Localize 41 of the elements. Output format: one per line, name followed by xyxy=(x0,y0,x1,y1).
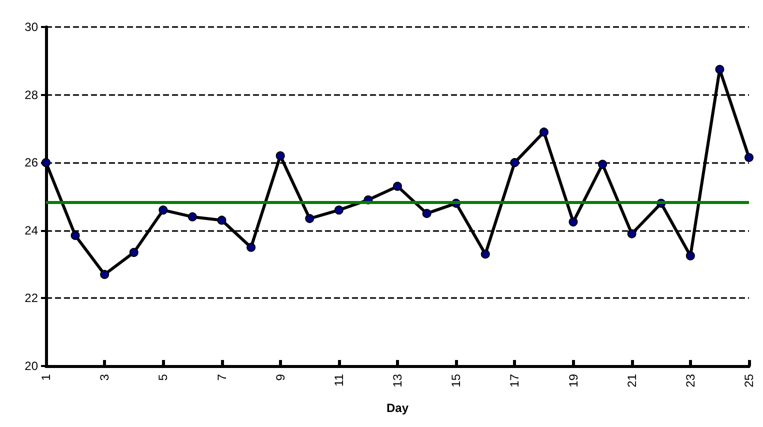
point xyxy=(744,153,754,162)
x-tick-label: 9 xyxy=(273,374,288,381)
y-tick-label: 20 xyxy=(24,359,38,373)
point xyxy=(510,158,520,168)
y-tick-label: 22 xyxy=(24,291,38,306)
x-axis-title: Day xyxy=(386,401,409,415)
point xyxy=(246,242,256,252)
point xyxy=(715,64,724,74)
point xyxy=(568,217,578,226)
x-tick-label: 11 xyxy=(332,374,346,386)
point xyxy=(422,208,432,218)
point xyxy=(393,182,402,191)
point xyxy=(539,128,548,137)
point xyxy=(70,230,80,240)
point xyxy=(627,229,636,238)
x-tick-label: 13 xyxy=(390,374,404,388)
x-tick-label: 1 xyxy=(39,374,53,381)
x-tick-label: 15 xyxy=(449,374,464,388)
x-tick-label: 23 xyxy=(683,374,698,388)
x-tick-label: 5 xyxy=(156,374,170,381)
point xyxy=(480,250,490,259)
x-tick-label: 19 xyxy=(566,374,580,388)
point xyxy=(158,206,168,215)
y-tick-label: 30 xyxy=(24,20,38,34)
x-tick-label: 3 xyxy=(98,374,112,381)
point xyxy=(305,214,314,224)
x-tick-label: 17 xyxy=(508,374,522,388)
point xyxy=(188,212,197,222)
y-tick-label: 28 xyxy=(24,88,38,102)
point xyxy=(129,248,138,257)
point xyxy=(217,216,226,225)
y-tick-label: 24 xyxy=(24,223,38,238)
y-tick-label: 26 xyxy=(24,156,38,170)
point xyxy=(100,270,110,279)
point xyxy=(276,151,285,160)
x-tick-label: 7 xyxy=(214,374,229,381)
x-tick-label: 25 xyxy=(742,374,756,388)
x-tick-label: 21 xyxy=(624,374,639,388)
point xyxy=(598,160,608,169)
point xyxy=(686,251,695,260)
point xyxy=(334,206,344,215)
